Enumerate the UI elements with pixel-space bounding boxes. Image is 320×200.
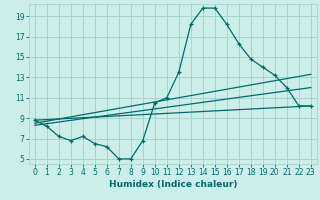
X-axis label: Humidex (Indice chaleur): Humidex (Indice chaleur) [108, 180, 237, 189]
